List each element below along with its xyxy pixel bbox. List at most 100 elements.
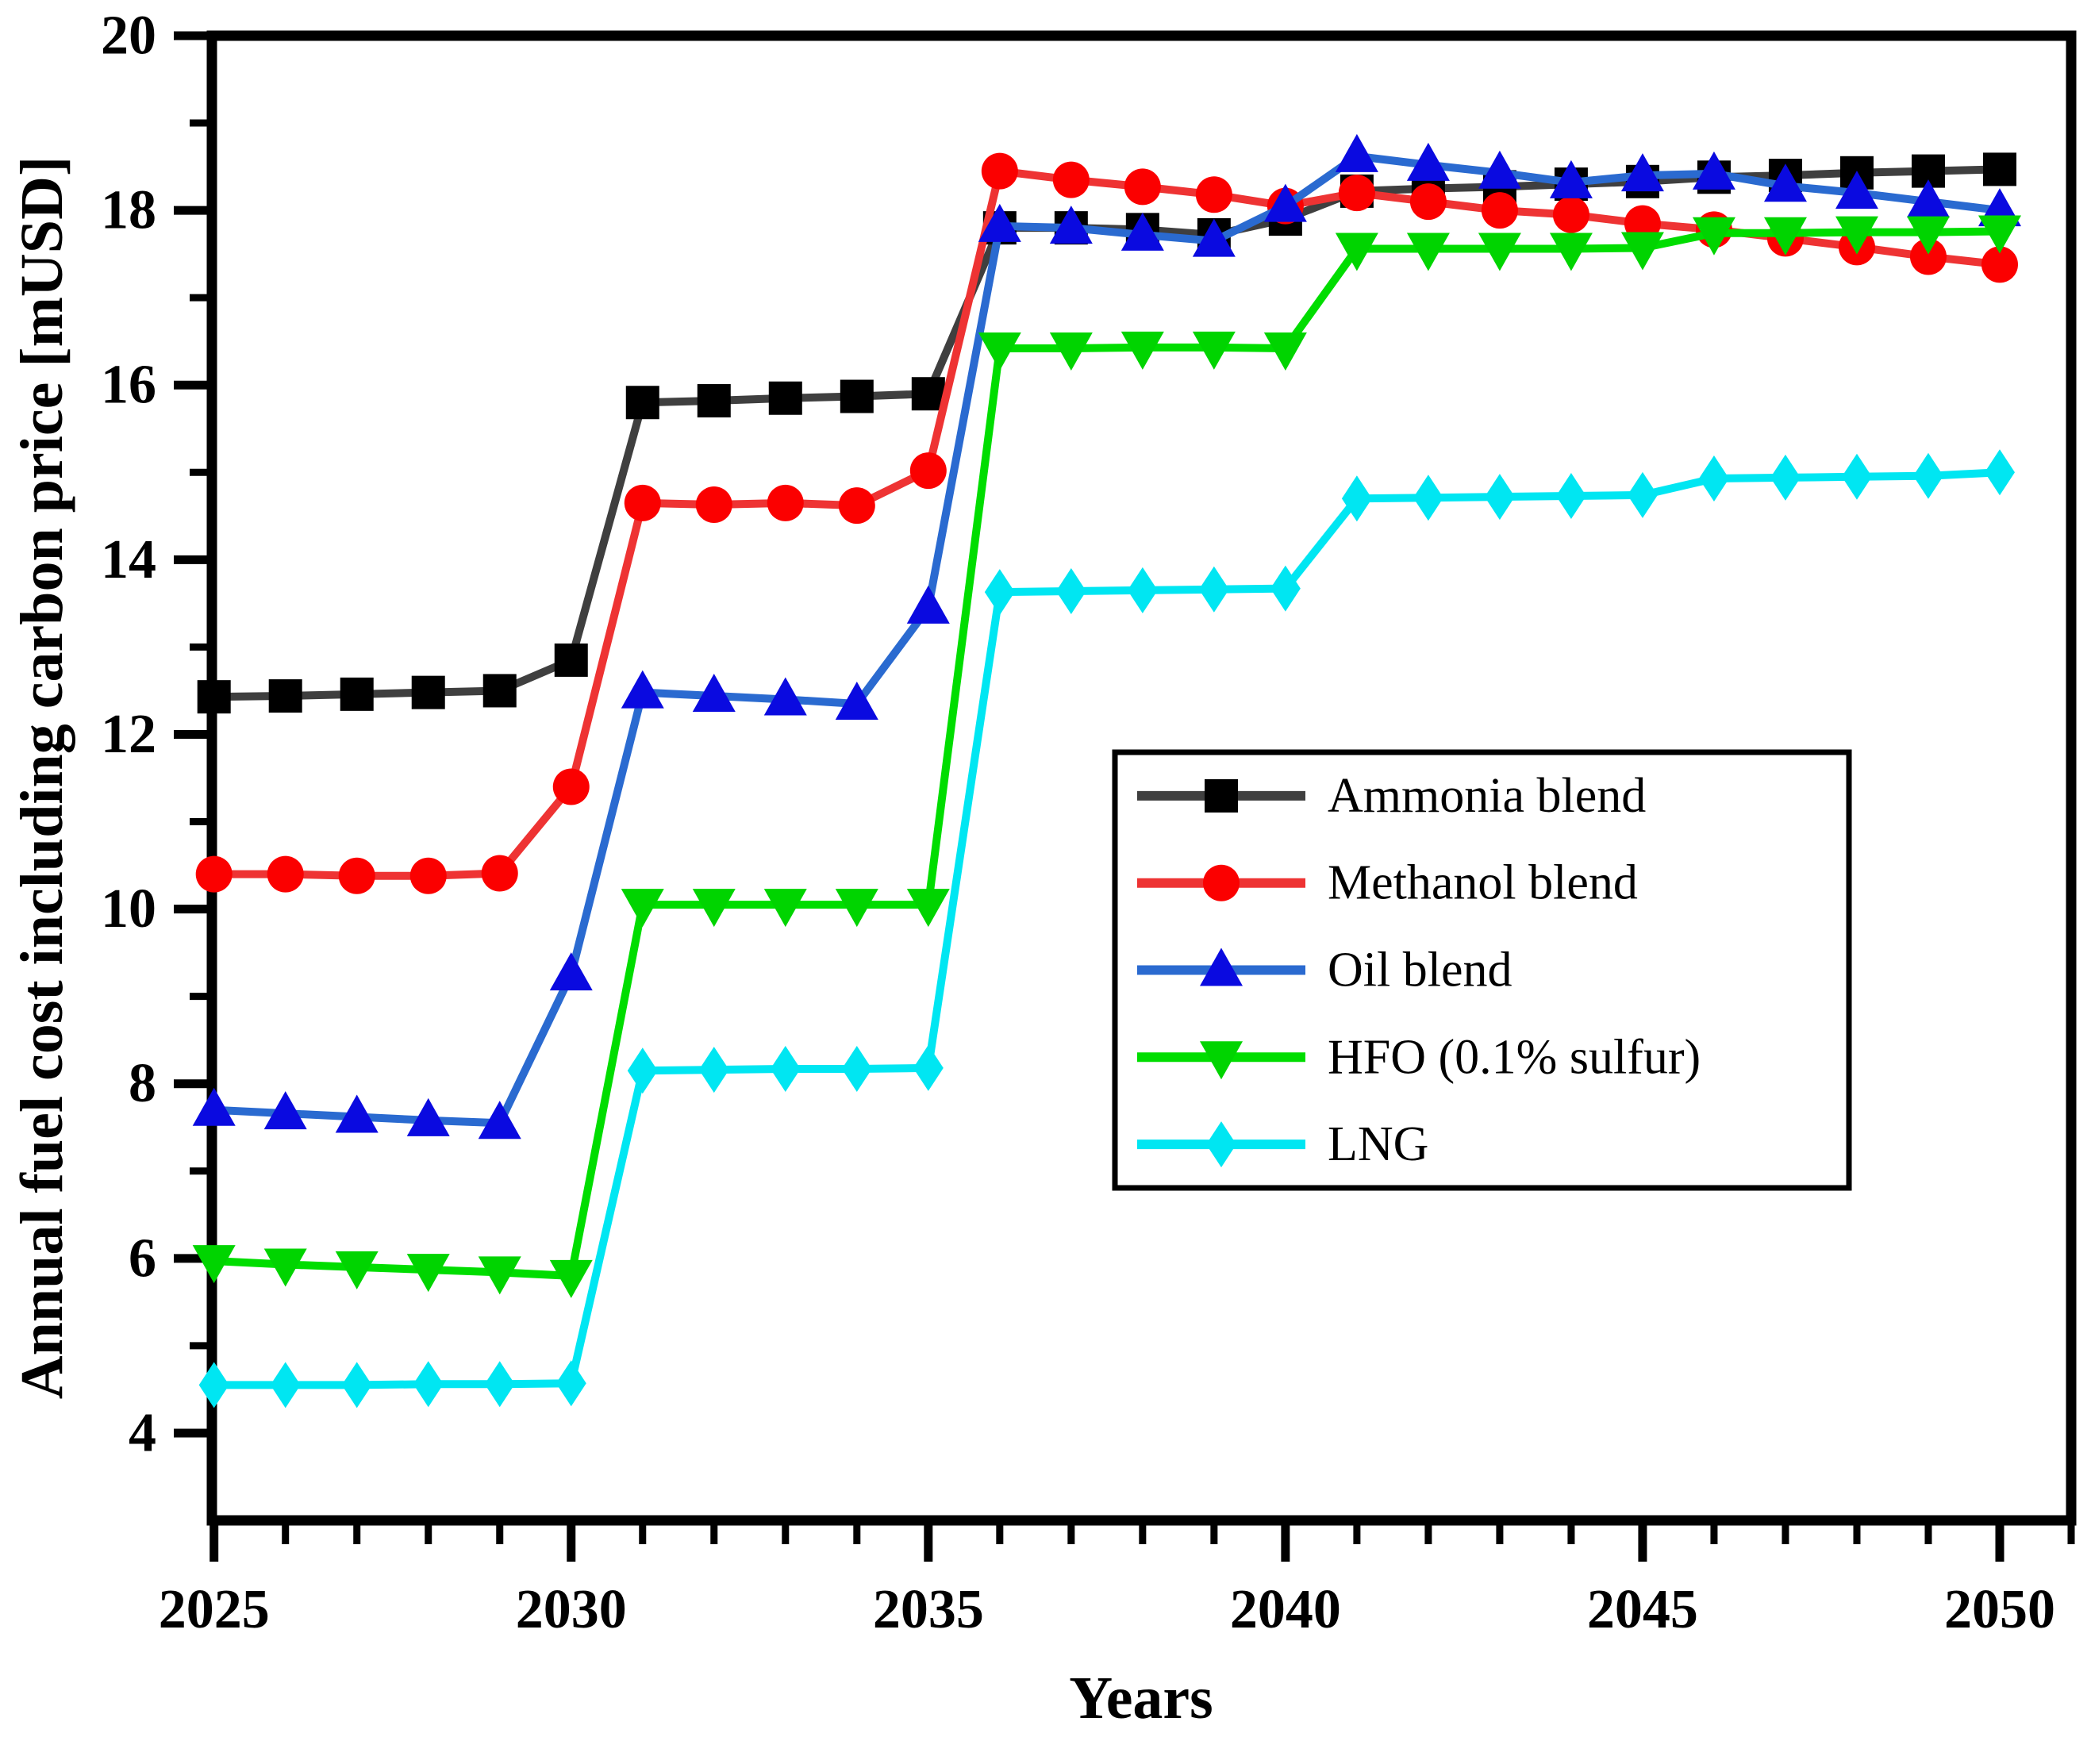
marker-triangle-up (1692, 151, 1735, 190)
marker-triangle-down (1200, 1041, 1243, 1080)
legend-label: LNG (1328, 1117, 1428, 1171)
marker-circle (1195, 176, 1232, 213)
marker-diamond (984, 569, 1015, 616)
y-tick-label: 14 (101, 529, 156, 590)
marker-triangle-down (1906, 216, 1950, 255)
marker-triangle-up (263, 1091, 307, 1130)
marker-circle (338, 857, 375, 894)
x-tick-label: 2035 (873, 1579, 984, 1640)
marker-triangle-up (621, 670, 664, 709)
marker-diamond (913, 1044, 944, 1091)
marker-triangle-up (406, 1097, 450, 1136)
marker-diamond (1484, 474, 1515, 521)
y-axis-title: Annual fuel cost including carbon price … (9, 156, 75, 1400)
marker-square (840, 379, 874, 413)
marker-diamond (1055, 567, 1086, 614)
marker-triangle-down (406, 1254, 450, 1293)
marker-triangle-down (763, 889, 807, 928)
marker-square (625, 386, 659, 420)
marker-triangle-down (906, 889, 950, 928)
y-tick-label: 20 (101, 6, 156, 67)
series-oil-blend (192, 133, 2021, 1139)
marker-square (340, 677, 374, 711)
marker-square (768, 381, 802, 415)
series-lng (198, 449, 2015, 1409)
marker-triangle-up (1192, 218, 1236, 257)
marker-diamond (198, 1362, 229, 1409)
marker-triangle-down (692, 889, 736, 928)
marker-diamond (555, 1360, 586, 1407)
marker-triangle-up (549, 952, 593, 991)
marker-square (697, 384, 731, 418)
marker-triangle-up (1478, 150, 1521, 189)
marker-diamond (1270, 565, 1301, 612)
marker-triangle-up (763, 677, 807, 716)
marker-triangle-down (1120, 331, 1164, 370)
marker-triangle-up (1763, 163, 1807, 202)
x-tick-label: 2025 (159, 1579, 270, 1640)
marker-triangle-down (1478, 233, 1521, 271)
marker-square (1205, 778, 1238, 813)
legend-label: Oil blend (1328, 943, 1512, 997)
marker-circle (981, 152, 1018, 190)
marker-triangle-up (1200, 947, 1243, 986)
marker-circle (1203, 864, 1240, 901)
marker-triangle-down (192, 1245, 236, 1284)
y-tick-label: 6 (129, 1228, 156, 1289)
marker-triangle-down (1549, 233, 1593, 271)
marker-circle (1338, 175, 1375, 212)
marker-diamond (841, 1045, 872, 1092)
marker-diamond (1841, 453, 1872, 500)
marker-diamond (698, 1047, 729, 1093)
marker-triangle-down (1263, 332, 1307, 371)
marker-diamond (1127, 567, 1158, 613)
marker-triangle-up (1263, 183, 1307, 222)
marker-square (482, 674, 517, 708)
marker-triangle-up (1549, 159, 1593, 198)
x-tick-label: 2040 (1230, 1579, 1341, 1640)
legend-label: Methanol blend (1328, 856, 1638, 910)
marker-circle (195, 855, 233, 893)
marker-circle (552, 768, 590, 805)
series-line (213, 165, 2001, 701)
marker-diamond (1206, 1121, 1236, 1168)
x-tick-label: 2050 (1944, 1579, 2055, 1640)
marker-triangle-down (263, 1248, 307, 1287)
marker-square (911, 377, 945, 411)
y-tick-label: 18 (101, 180, 156, 241)
marker-triangle-down (335, 1251, 379, 1289)
marker-circle (481, 855, 518, 892)
marker-triangle-up (1906, 179, 1950, 218)
marker-circle (1124, 168, 1161, 206)
marker-circle (695, 486, 732, 524)
marker-circle (409, 857, 447, 894)
marker-triangle-down (1406, 233, 1450, 271)
legend-label: HFO (0.1% sulfur) (1328, 1030, 1701, 1084)
marker-diamond (1413, 475, 1443, 521)
marker-circle (767, 484, 804, 521)
marker-diamond (1984, 449, 2015, 496)
marker-triangle-up (1049, 206, 1093, 244)
marker-triangle-up (1620, 153, 1664, 192)
marker-circle (1481, 192, 1518, 229)
marker-triangle-up (978, 203, 1021, 242)
marker-square (197, 680, 231, 714)
marker-triangle-down (1763, 217, 1807, 256)
marker-diamond (413, 1361, 444, 1408)
marker-triangle-up (192, 1087, 236, 1126)
marker-triangle-down (478, 1256, 521, 1295)
marker-diamond (1341, 475, 1372, 522)
marker-diamond (1627, 471, 1658, 518)
marker-square (1982, 152, 2016, 186)
marker-triangle-up (478, 1101, 521, 1139)
marker-triangle-up (1335, 133, 1378, 172)
legend-entry: LNG (1137, 1117, 1428, 1171)
x-axis-title: Years (1069, 1665, 1213, 1731)
marker-triangle-down (835, 889, 878, 928)
marker-diamond (627, 1047, 658, 1094)
marker-square (554, 643, 588, 677)
marker-square (268, 679, 302, 713)
marker-diamond (1555, 473, 1586, 520)
marker-triangle-down (549, 1259, 593, 1298)
marker-triangle-down (1049, 332, 1093, 371)
